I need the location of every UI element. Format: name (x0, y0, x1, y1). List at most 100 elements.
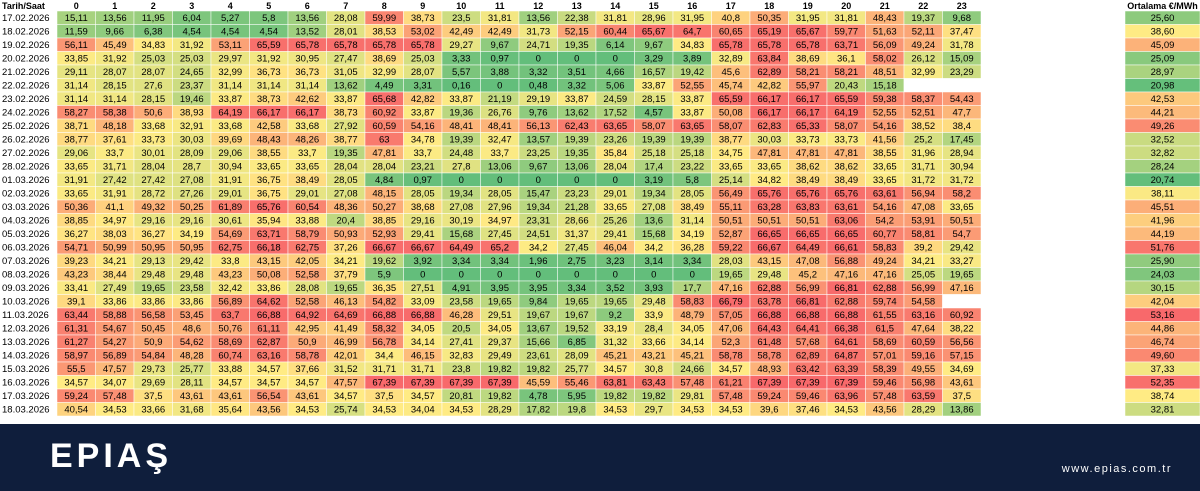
cell-value: 25,03 (141, 54, 165, 65)
hour-header: 1 (112, 1, 117, 11)
cell-value: 28,07 (141, 67, 165, 78)
cell-value: 58,37 (911, 94, 935, 105)
cell-value: 60,59 (911, 337, 935, 348)
cell-value: 3,52 (606, 283, 625, 294)
hour-header: 12 (533, 1, 543, 11)
cell-value: 37,66 (295, 364, 319, 375)
cell-value: 63,65 (603, 121, 627, 132)
cell-value: 0 (497, 175, 502, 186)
cell-value: 42,82 (757, 81, 781, 92)
cell-value: 61,27 (64, 337, 88, 348)
cell-value: 42,62 (295, 94, 319, 105)
cell-value: 3,31 (414, 81, 433, 92)
cell-value: 38,77 (64, 135, 88, 146)
cell-value: 54,67 (103, 324, 127, 335)
date-label: 22.02.2026 (2, 81, 50, 92)
cell-value: 31,14 (64, 81, 88, 92)
cell-value: 47,06 (719, 324, 743, 335)
cell-value: 58,78 (295, 351, 319, 362)
cell-value: 63,84 (757, 54, 781, 65)
cell-value: 33,87 (449, 94, 473, 105)
cell-value: 31,14 (295, 81, 319, 92)
cell-value: 33,85 (64, 54, 88, 65)
cell-value: 56,56 (950, 337, 974, 348)
cell-value: 34,53 (372, 405, 396, 416)
average-value: 49,60 (1151, 351, 1175, 362)
average-value: 38,74 (1151, 391, 1175, 402)
cell-value: 50,95 (180, 243, 204, 254)
cell-value: 64,69 (334, 310, 358, 321)
cell-value: 53,11 (219, 40, 242, 51)
date-label: 11.03.2026 (2, 310, 49, 321)
cell-value: 0 (536, 54, 541, 65)
average-value: 24,03 (1151, 270, 1175, 281)
cell-value: 29,49 (488, 351, 512, 362)
cell-value: 47,81 (834, 148, 858, 159)
cell-value: 31,92 (103, 54, 127, 65)
cell-value: 50,76 (218, 324, 242, 335)
cell-value: 35,94 (257, 216, 281, 227)
cell-value: 28,08 (295, 283, 319, 294)
cell-value: 3,33 (452, 54, 471, 65)
cell-value: 38,49 (680, 202, 704, 213)
cell-value: 63,16 (911, 310, 935, 321)
average-value: 20,98 (1151, 81, 1175, 92)
cell-value: 38,73 (334, 108, 358, 119)
cell-value: 50,99 (103, 243, 127, 254)
cell-value: 30,19 (449, 216, 473, 227)
cell-value: 31,14 (64, 94, 88, 105)
cell-value: 13,6 (645, 216, 664, 227)
cell-value: 38,53 (372, 27, 396, 38)
cell-value: 65,76 (757, 189, 781, 200)
cell-value: 39,69 (218, 135, 242, 146)
hour-header: 8 (382, 1, 387, 11)
cell-value: 2,75 (568, 256, 587, 267)
cell-value: 25,18 (642, 148, 666, 159)
average-value: 46,74 (1151, 337, 1175, 348)
date-label: 08.03.2026 (2, 270, 50, 281)
average-value: 37,33 (1151, 364, 1175, 375)
cell-value: 50,9 (298, 337, 317, 348)
cell-value: 28,4 (645, 324, 664, 335)
cell-value: 3,32 (568, 81, 587, 92)
cell-value: 64,19 (218, 108, 242, 119)
cell-value: 58,2 (953, 189, 972, 200)
cell-value: 24,51 (526, 229, 550, 240)
cell-value: 62,88 (834, 297, 858, 308)
average-value: 38,60 (1151, 27, 1175, 38)
cell-value: 5,27 (221, 13, 240, 24)
cell-value: 5,9 (378, 270, 391, 281)
cell-value: 31,92 (257, 54, 281, 65)
cell-value: 25,03 (411, 54, 435, 65)
cell-value: 13,06 (488, 162, 512, 173)
cell-value: 9,2 (609, 310, 622, 321)
hour-header: 22 (918, 1, 928, 11)
cell-value: 19,65 (603, 297, 627, 308)
cell-value: 48,28 (180, 351, 204, 362)
cell-value: 50,27 (372, 202, 396, 213)
cell-value: 67,39 (449, 378, 473, 389)
cell-value: 29,7 (645, 405, 664, 416)
average-value: 41,96 (1151, 216, 1175, 227)
cell-value: 58,02 (873, 54, 897, 65)
cell-value: 33,65 (719, 162, 743, 173)
cell-value: 37,61 (103, 135, 127, 146)
date-label: 13.03.2026 (2, 337, 50, 348)
cell-value: 60,77 (873, 229, 897, 240)
cell-value: 31,71 (911, 162, 935, 173)
cell-value: 31,91 (64, 175, 88, 186)
cell-value: 38,22 (950, 324, 974, 335)
cell-value: 65,19 (757, 27, 781, 38)
date-label: 05.03.2026 (2, 229, 50, 240)
cell-value: 19,82 (526, 364, 550, 375)
cell-value: 33,68 (218, 121, 242, 132)
average-header: Ortalama €/MWh (1127, 1, 1198, 11)
hour-header: 18 (764, 1, 774, 11)
average-value: 32,81 (1151, 405, 1175, 416)
cell-value: 65,67 (796, 27, 820, 38)
cell-value: 42,05 (295, 256, 319, 267)
cell-value: 60,44 (603, 27, 627, 38)
cell-value: 58,07 (642, 121, 666, 132)
cell-value: 63,44 (64, 310, 88, 321)
cell-value: 59,24 (64, 391, 88, 402)
